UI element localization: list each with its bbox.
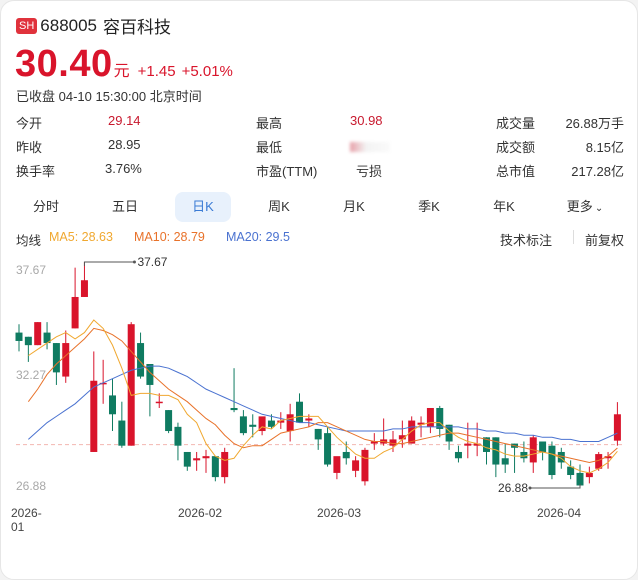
tab-quarterly-k[interactable]: 季K [418, 199, 440, 214]
ma5-value: MA5: 28.63 [49, 230, 113, 244]
tech-annotation-label: 技术标注 [500, 233, 553, 248]
price-unit: 元 [113, 63, 130, 80]
stat-value-open: 29.14 [108, 113, 141, 128]
stock-name[interactable]: 容百科技 [103, 18, 172, 37]
y-axis-mid-label: 32.27 [16, 368, 47, 382]
svg-text:26.88: 26.88 [498, 481, 528, 495]
chevron-down-icon: ⌄ [594, 203, 604, 214]
stat-label-market-cap: 总市值 [496, 164, 536, 179]
tab-yearly-k[interactable]: 年K [493, 199, 515, 214]
stats-row: 今开 29.14 最高 30.98 成交量 26.88万手 [16, 113, 624, 137]
tab-daily-k[interactable]: 日K [175, 192, 231, 222]
tab-more-label: 更多 [566, 199, 593, 214]
stats-row: 换手率 3.76% 市盈(TTM) 亏损 总市值 217.28亿 [16, 161, 624, 185]
price-change-pct: +5.01% [181, 63, 233, 80]
adjust-mode-button[interactable]: 前复权 [585, 233, 625, 248]
tab-intraday[interactable]: 分时 [32, 199, 59, 214]
stat-label-turnover-amount: 成交额 [496, 140, 536, 155]
wave-icon: ∼ [500, 230, 509, 241]
tab-more[interactable]: 更多 ⌄ [557, 192, 613, 222]
period-tabs: 分时 五日 日K 周K 月K 季K 年K 更多 ⌄ [15, 192, 625, 222]
stat-label-prev-close: 昨收 [16, 140, 43, 155]
svg-text:37.67: 37.67 [137, 255, 167, 269]
stat-value-turnover-rate: 3.76% [105, 161, 142, 176]
stock-header: SH 688005 容百科技 [16, 13, 171, 38]
stock-code[interactable]: 688005 [40, 15, 98, 35]
stat-value-prev-close: 28.95 [108, 137, 141, 152]
x-axis-label: 2026-04 [537, 506, 582, 520]
ma-label: 均线 [16, 234, 42, 248]
stat-label-low: 最低 [256, 140, 283, 155]
x-axis-label: 2026-03 [317, 506, 362, 520]
stat-value-turnover-amount: 8.15亿 [585, 140, 624, 155]
stats-grid: 今开 29.14 最高 30.98 成交量 26.88万手 昨收 28.95 最… [16, 113, 624, 185]
divider [573, 230, 574, 244]
y-axis-min-label: 26.88 [16, 479, 47, 493]
ma20-value: MA20: 29.5 [226, 230, 290, 244]
stat-label-open: 今开 [16, 116, 43, 131]
tab-five-day[interactable]: 五日 [111, 199, 138, 214]
stat-label-pe: 市盈(TTM) [256, 164, 318, 179]
tab-weekly-k[interactable]: 周K [268, 199, 290, 214]
stat-label-volume: 成交量 [496, 116, 536, 131]
exchange-badge: SH [16, 17, 38, 34]
stat-label-high: 最高 [256, 116, 283, 131]
price-row: 30.40 元 +1.45 +5.01% [15, 43, 233, 86]
stat-label-turnover-rate: 换手率 [16, 164, 56, 179]
stat-value-pe: 亏损 [356, 164, 383, 179]
price-change: +1.45 [137, 63, 176, 80]
tab-monthly-k[interactable]: 月K [343, 199, 365, 214]
market-status: 已收盘 04-10 15:30:00 北京时间 [16, 89, 202, 104]
stat-value-volume: 26.88万手 [565, 116, 624, 131]
candlestick-chart[interactable]: 37.67 26.88 [1, 251, 637, 531]
stat-value-low-obscured [350, 142, 390, 152]
stat-value-market-cap: 217.28亿 [571, 164, 624, 179]
x-axis-label: 2026-02 [178, 506, 223, 520]
stats-row: 昨收 28.95 最低 成交额 8.15亿 [16, 137, 624, 161]
y-axis-max-label: 37.67 [16, 263, 47, 277]
x-axis-label: 2026-01 [11, 506, 42, 534]
current-price: 30.40 [15, 43, 113, 85]
ma10-value: MA10: 28.79 [134, 230, 205, 244]
stat-value-high: 30.98 [350, 113, 383, 128]
